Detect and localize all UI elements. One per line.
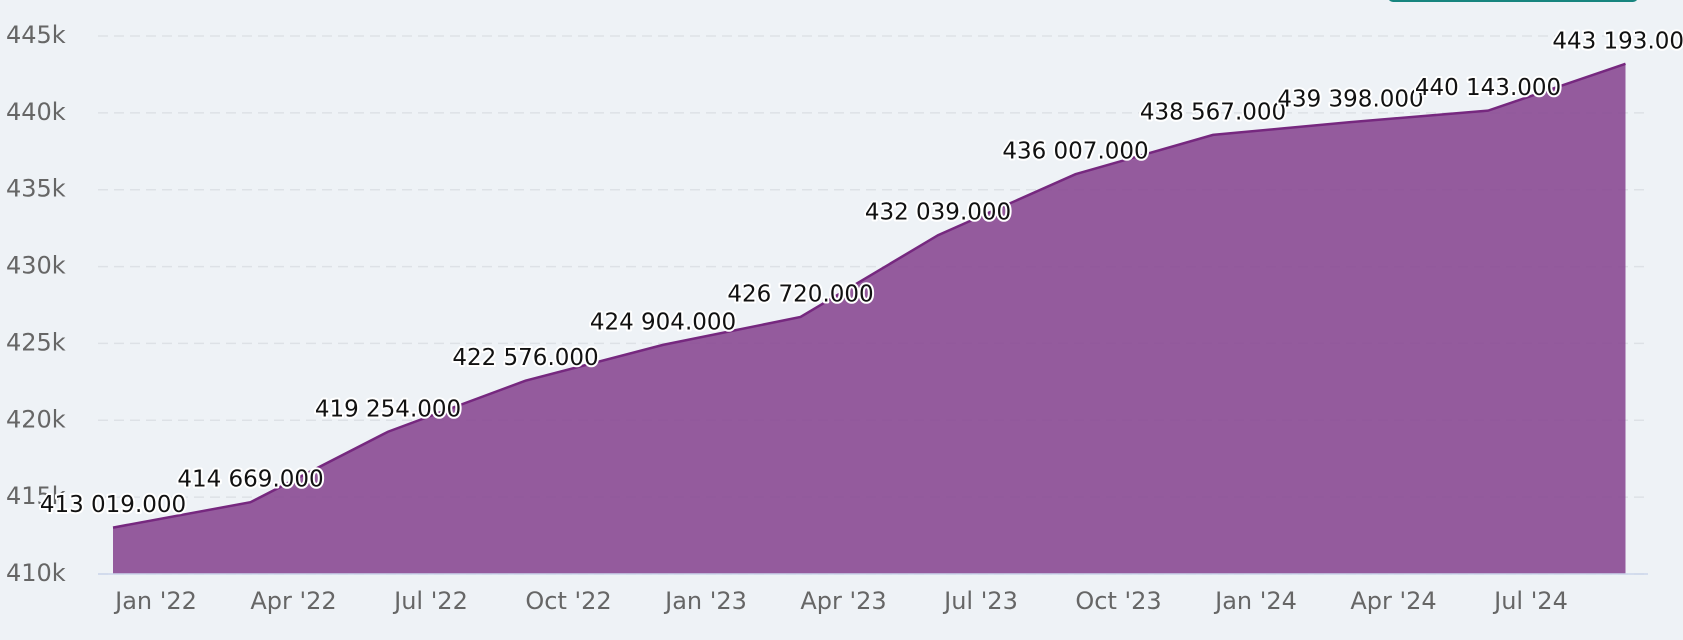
- data-label: 440 143.000: [1415, 75, 1561, 101]
- x-tick-label: Jul '24: [1492, 587, 1568, 615]
- data-label: 443 193.000: [1552, 28, 1683, 54]
- data-label: 413 019.000: [40, 492, 186, 518]
- y-tick-label: 430k: [6, 252, 66, 280]
- x-tick-label: Oct '22: [525, 587, 611, 615]
- x-tick-label: Jan '24: [1213, 587, 1297, 615]
- x-tick-label: Apr '23: [800, 587, 886, 615]
- data-label: 432 039.000: [865, 200, 1011, 226]
- y-tick-label: 440k: [6, 98, 66, 126]
- data-label: 426 720.000: [727, 281, 873, 307]
- x-tick-label: Jan '23: [663, 587, 747, 615]
- data-label: 414 669.000: [177, 467, 323, 493]
- data-label: 439 398.000: [1277, 87, 1423, 113]
- y-tick-label: 420k: [6, 405, 66, 433]
- data-label: 438 567.000: [1140, 99, 1286, 125]
- data-label: 424 904.000: [590, 309, 736, 335]
- data-label: 422 576.000: [452, 345, 598, 371]
- data-label: 436 007.000: [1002, 139, 1148, 165]
- y-tick-label: 410k: [6, 559, 66, 587]
- x-tick-label: Jan '22: [113, 587, 197, 615]
- x-tick-label: Jul '23: [942, 587, 1018, 615]
- y-tick-label: 435k: [6, 175, 66, 203]
- area: [113, 63, 1626, 574]
- x-tick-label: Jul '22: [392, 587, 468, 615]
- x-tick-label: Oct '23: [1075, 587, 1161, 615]
- y-tick-label: 445k: [6, 21, 66, 49]
- y-tick-label: 425k: [6, 328, 66, 356]
- toolbar-button[interactable]: [1388, 0, 1638, 2]
- line: [112, 62, 1626, 529]
- data-label: 419 254.000: [315, 396, 461, 422]
- x-tick-label: Apr '22: [250, 587, 336, 615]
- x-tick-label: Apr '24: [1350, 587, 1436, 615]
- y-tick-label: 415k: [6, 482, 66, 510]
